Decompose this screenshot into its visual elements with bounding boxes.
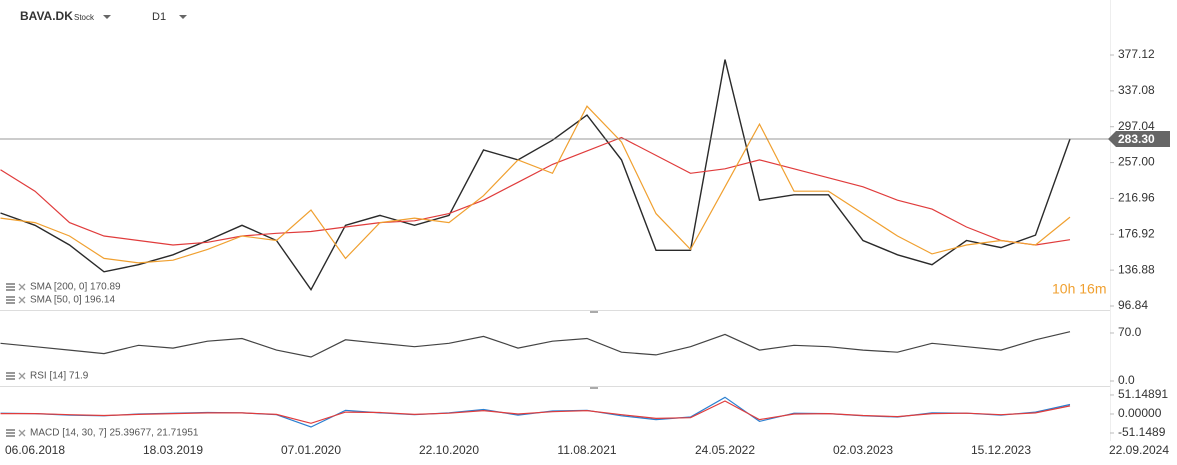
x-tick-label: 22.09.2024 xyxy=(1109,443,1169,457)
legend-menu-icon[interactable] xyxy=(6,286,15,288)
legend-menu-icon[interactable] xyxy=(6,302,15,304)
legend-entry: SMA [50, 0] 196.14 xyxy=(30,295,115,306)
y-tick-label: 96.84 xyxy=(1118,298,1148,312)
legend-close-icon[interactable] xyxy=(18,283,26,291)
last-price-tag xyxy=(1108,131,1170,148)
x-tick-label: 07.01.2020 xyxy=(281,443,341,457)
legend-menu-icon[interactable] xyxy=(6,299,15,301)
legend-menu-icon[interactable] xyxy=(6,283,15,285)
y-tick-label: 0.00000 xyxy=(1118,406,1162,420)
y-tick-label: 257.00 xyxy=(1118,155,1155,169)
legend-menu-icon[interactable] xyxy=(6,435,15,437)
legend-menu-icon[interactable] xyxy=(6,378,15,380)
x-tick-label: 02.03.2023 xyxy=(833,443,893,457)
y-tick-label: 136.88 xyxy=(1118,262,1155,276)
x-tick-label: 22.10.2020 xyxy=(419,443,479,457)
legend-menu-icon[interactable] xyxy=(6,372,15,374)
y-tick-label: 176.92 xyxy=(1118,226,1155,240)
x-tick-label: 11.08.2021 xyxy=(557,443,616,457)
legend-menu-icon[interactable] xyxy=(6,375,15,377)
y-tick-label: 70.0 xyxy=(1118,325,1142,339)
y-tick-label: 297.04 xyxy=(1118,119,1155,133)
y-tick-label: 337.08 xyxy=(1118,83,1155,97)
legend-menu-icon[interactable] xyxy=(6,289,15,291)
x-tick-label: 18.03.2019 xyxy=(143,443,203,457)
timeframe[interactable]: D1 xyxy=(152,11,166,23)
y-tick-label: 377.12 xyxy=(1118,47,1155,61)
series-line xyxy=(0,136,1071,246)
y-tick-label: 216.96 xyxy=(1118,191,1155,205)
x-tick-label: 06.06.2018 xyxy=(5,443,65,457)
legend-entry: SMA [200, 0] 170.89 xyxy=(30,282,121,293)
indicator-label: MACD [14, 30, 7] 25.39677, 21.71951 xyxy=(30,428,199,439)
dropdown-icon[interactable] xyxy=(179,15,187,19)
dropdown-icon[interactable] xyxy=(103,15,111,19)
x-tick-label: 24.05.2022 xyxy=(695,443,755,457)
last-price-label: 283.30 xyxy=(1118,132,1155,146)
legend-close-icon[interactable] xyxy=(18,296,26,304)
candle-countdown: 10h 16m xyxy=(1052,281,1106,297)
y-tick-label: 51.14891 xyxy=(1118,387,1168,401)
series-line xyxy=(0,105,1071,264)
legend-close-icon[interactable] xyxy=(18,372,26,380)
x-tick-label: 15.12.2023 xyxy=(971,443,1031,457)
instrument-kind: Stock xyxy=(74,13,95,22)
legend-menu-icon[interactable] xyxy=(6,429,15,431)
y-tick-label: -51.1489 xyxy=(1118,425,1166,439)
symbol[interactable]: BAVA.DK xyxy=(20,9,73,23)
series-line xyxy=(0,400,1071,424)
legend-menu-icon[interactable] xyxy=(6,432,15,434)
series-line xyxy=(0,59,1071,292)
y-tick-label: 0.0 xyxy=(1118,373,1135,387)
legend-close-icon[interactable] xyxy=(18,429,26,437)
legend-menu-icon[interactable] xyxy=(6,296,15,298)
series-line xyxy=(0,331,1071,358)
indicator-label: RSI [14] 71.9 xyxy=(30,371,89,382)
